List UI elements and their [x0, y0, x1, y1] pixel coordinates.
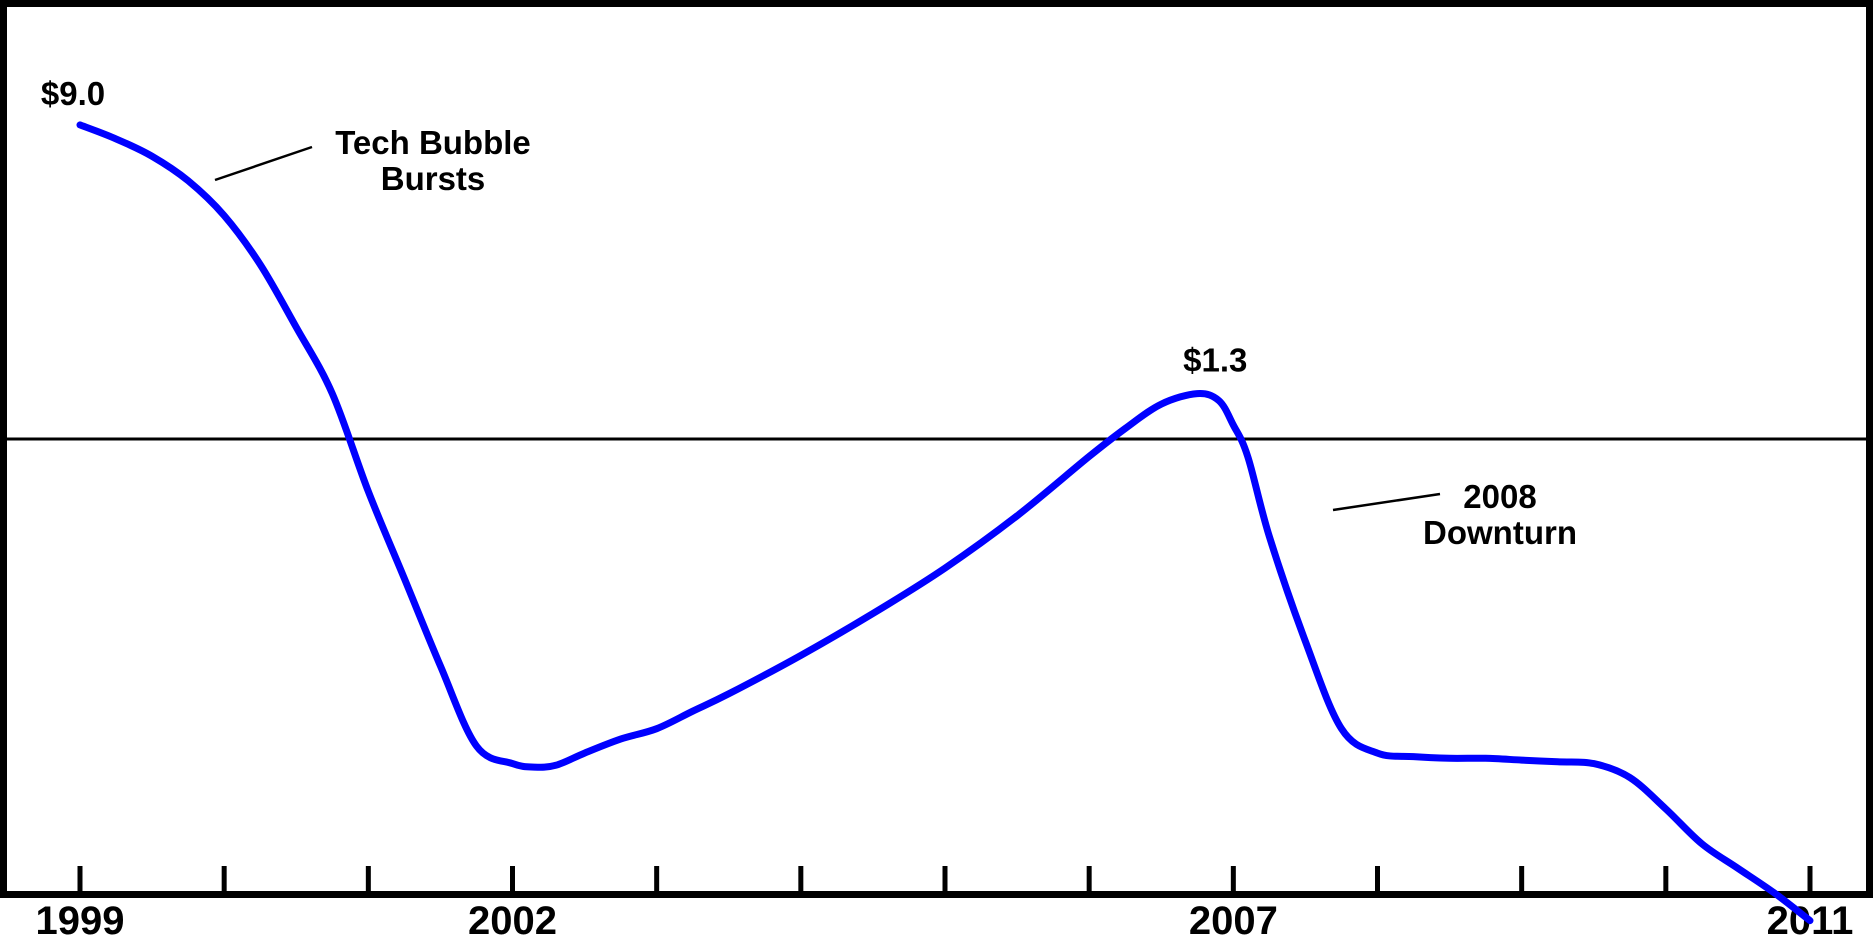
annotation-tech-bubble-line1: Tech Bubble: [335, 124, 531, 161]
series-line: [76, 121, 1814, 925]
x-axis-tick-labels: 1999 2002 2007 2011: [36, 899, 1854, 939]
annotation-2008-downturn-line2: Downturn: [1423, 514, 1577, 551]
annotation-tech-bubble: Tech Bubble Bursts: [214, 124, 531, 197]
data-label-0: $9.0: [41, 75, 105, 112]
annotation-2008-downturn: 2008 Downturn: [1332, 478, 1577, 551]
x-tick-label-1999: 1999: [36, 899, 125, 939]
x-tick-label-2007: 2007: [1189, 899, 1278, 939]
annotation-leader-tech-bubble: [214, 145, 313, 182]
annotation-tech-bubble-line2: Bursts: [381, 160, 486, 197]
annotation-leader-2008-downturn: [1332, 492, 1441, 512]
chart-frame: [0, 0, 1873, 898]
data-label-1: $1.3: [1183, 342, 1247, 379]
x-axis-ticks: [77, 866, 1813, 893]
x-tick-label-2002: 2002: [468, 899, 557, 939]
annotation-2008-downturn-line1: 2008: [1463, 478, 1536, 515]
data-labels: $9.0$1.3$(9.4): [41, 75, 1248, 379]
